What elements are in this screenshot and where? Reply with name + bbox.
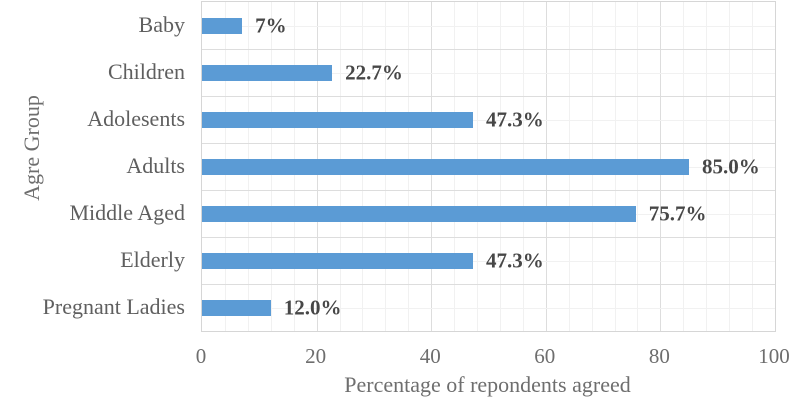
major-gridline bbox=[202, 284, 775, 285]
bar bbox=[202, 17, 243, 34]
bar bbox=[202, 205, 636, 222]
x-tick-label: 60 bbox=[534, 344, 556, 368]
minor-gridline bbox=[202, 25, 775, 27]
plot-area: 7% 22.7% 47.3% 85.0% 75.7% 47.3% 12.0% bbox=[201, 1, 776, 332]
x-tick-label: 40 bbox=[419, 344, 441, 368]
minor-gridline bbox=[202, 119, 775, 121]
x-tick-label: 20 bbox=[305, 344, 327, 368]
major-gridline bbox=[202, 237, 775, 238]
category-label: Middle Aged bbox=[69, 199, 186, 225]
x-axis-tick-labels: 0 20 40 60 80 100 bbox=[0, 344, 790, 370]
minor-gridline bbox=[202, 260, 775, 262]
x-tick-label: 100 bbox=[758, 344, 790, 368]
major-gridline bbox=[202, 49, 775, 50]
bar bbox=[202, 299, 271, 316]
category-label: Pregnant Ladies bbox=[42, 293, 185, 319]
category-label: Adults bbox=[126, 152, 185, 178]
bar bbox=[202, 252, 474, 269]
bar-label: 7% bbox=[255, 13, 287, 37]
bar-label: 22.7% bbox=[345, 60, 403, 84]
bar-label: 47.3% bbox=[486, 107, 544, 131]
minor-gridline bbox=[202, 307, 775, 309]
category-label: Baby bbox=[138, 11, 185, 37]
x-tick-label: 80 bbox=[648, 344, 670, 368]
bar-label: 85.0% bbox=[702, 154, 760, 178]
bar-label: 47.3% bbox=[486, 248, 544, 272]
category-label: Children bbox=[108, 58, 185, 84]
category-axis-labels: Baby Children Adolesents Adults Middle Aged E… bbox=[0, 1, 193, 330]
category-label: Elderly bbox=[120, 246, 185, 272]
bar bbox=[202, 111, 474, 128]
x-axis-title: Percentage of repondents agreed bbox=[344, 372, 631, 397]
major-gridline bbox=[202, 190, 775, 191]
bar bbox=[202, 64, 333, 81]
major-gridline bbox=[202, 96, 775, 97]
category-label: Adolesents bbox=[87, 105, 185, 131]
bar-label: 12.0% bbox=[283, 295, 342, 319]
x-tick-label: 0 bbox=[195, 344, 207, 368]
bar-label: 75.7% bbox=[648, 201, 707, 225]
minor-gridline bbox=[202, 72, 775, 74]
bar bbox=[202, 158, 690, 175]
major-gridline bbox=[202, 143, 775, 144]
